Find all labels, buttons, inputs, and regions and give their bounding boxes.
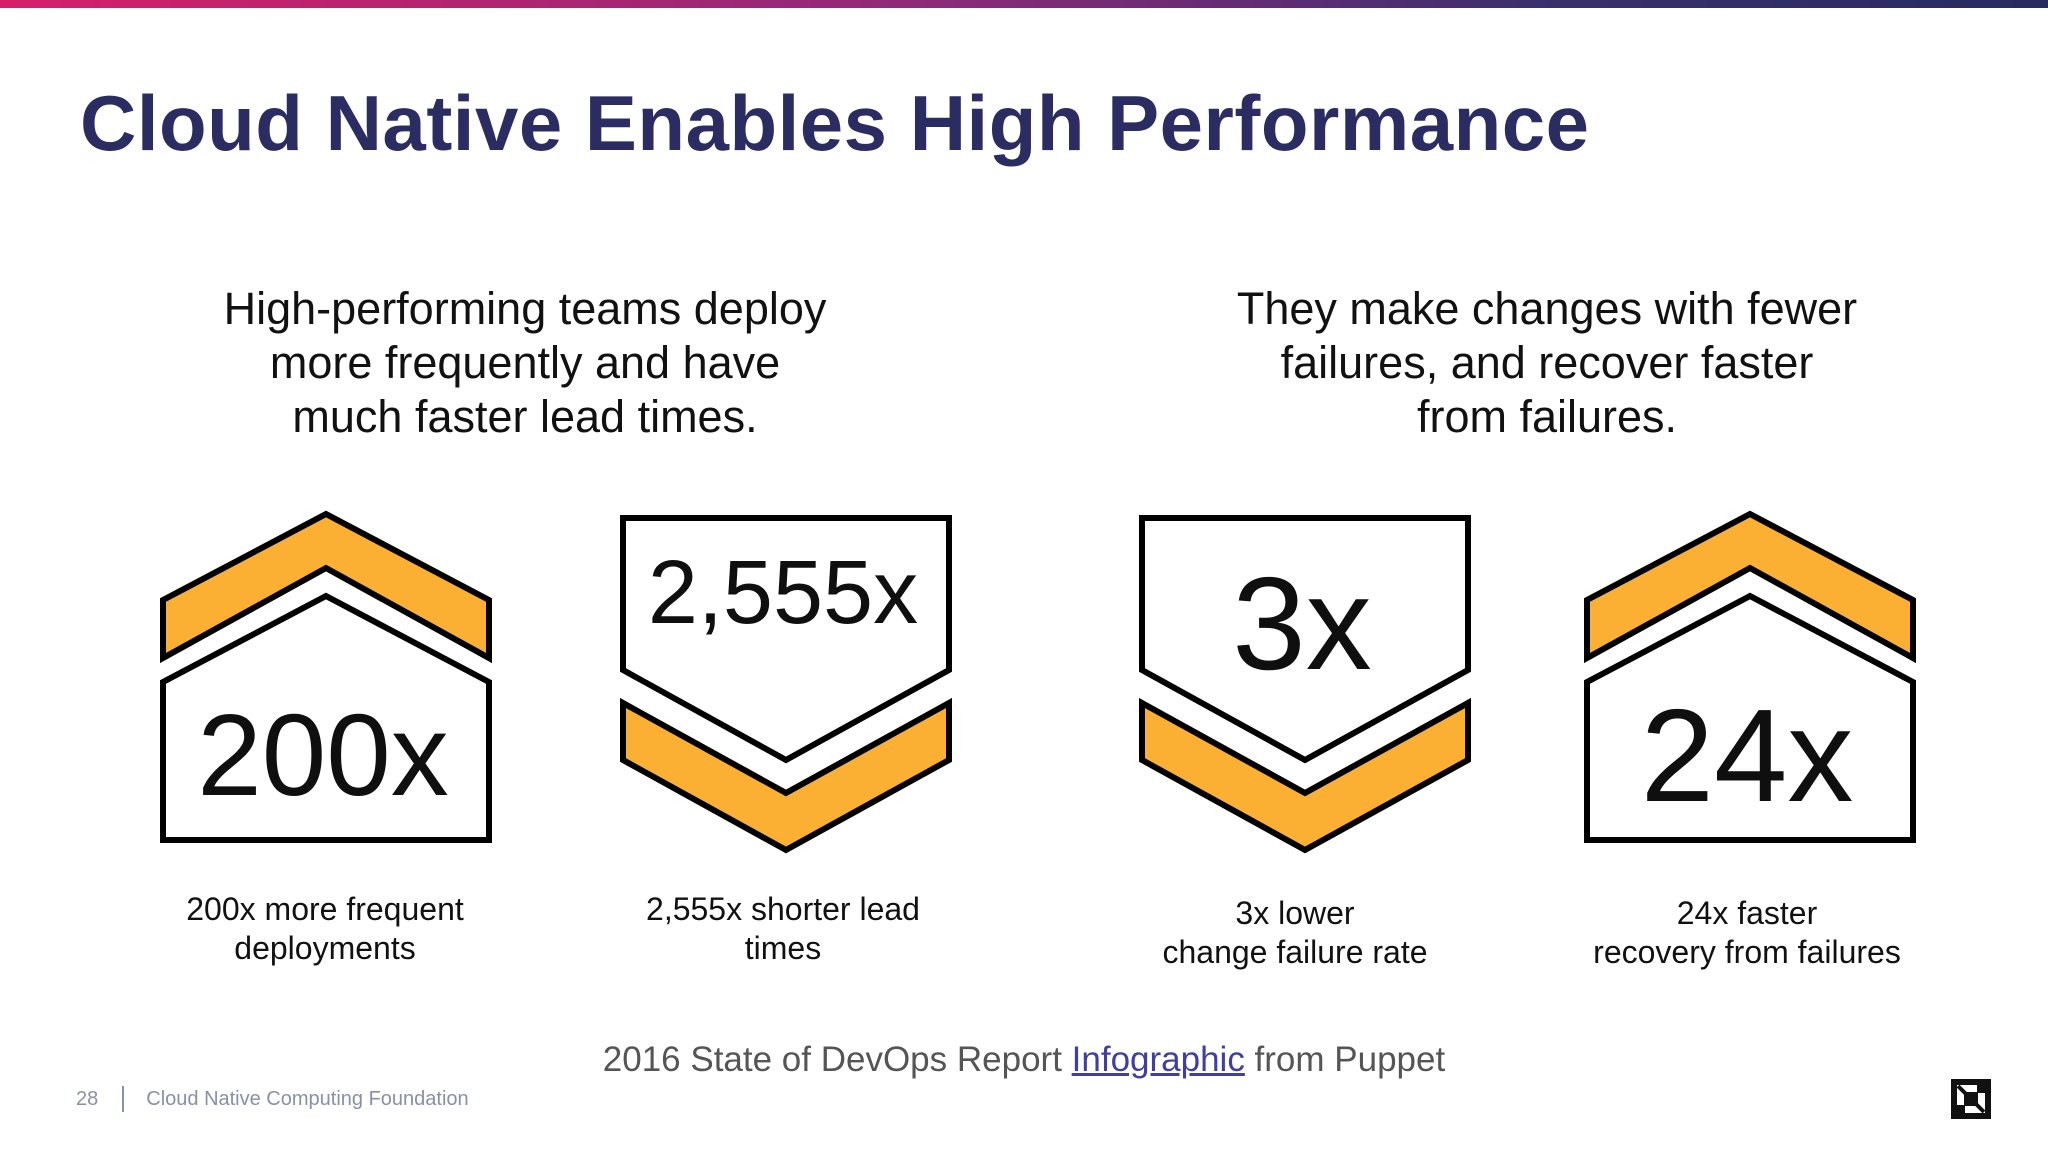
slide-footer: 28 Cloud Native Computing Foundation: [76, 1086, 469, 1112]
caption-lead-time: 2,555x shorter lead times: [563, 890, 1003, 968]
caption-line: 2,555x shorter lead: [646, 891, 920, 927]
slide-title: Cloud Native Enables High Performance: [80, 79, 1590, 167]
infographic-link[interactable]: Infographic: [1071, 1040, 1245, 1079]
caption-line: change failure rate: [1162, 934, 1428, 970]
stat-badge-deployments: [158, 510, 494, 850]
stat-value-200x: 200x: [197, 690, 449, 820]
heading-change-failures: They make changes with fewer failures, a…: [1236, 283, 1858, 442]
stat-value-3x: 3x: [1232, 550, 1372, 697]
cncf-logo-icon: [1951, 1079, 1991, 1119]
heading-deploy-frequency: High-performing teams deploy more freque…: [223, 283, 827, 442]
stat-value-2555x: 2,555x: [647, 543, 919, 643]
page-number: 28: [76, 1087, 99, 1110]
chevron-up-house-icon: [1584, 510, 1916, 843]
footer-org: Cloud Native Computing Foundation: [146, 1087, 469, 1110]
source-prefix: 2016 State of DevOps Report: [602, 1040, 1072, 1079]
source-suffix: from Puppet: [1244, 1040, 1446, 1079]
caption-recovery: 24x faster recovery from failures: [1527, 894, 1967, 972]
caption-line: times: [744, 930, 822, 966]
chevron-up-house-icon: [160, 510, 492, 843]
caption-line: 24x faster: [1676, 895, 1818, 931]
caption-line: deployments: [234, 930, 416, 966]
caption-line: 3x lower: [1235, 895, 1355, 931]
footer-divider: [122, 1086, 125, 1112]
stat-badge-lead-time: [618, 510, 954, 854]
stat-value-24x: 24x: [1640, 682, 1854, 829]
stat-badge-failure-rate: [1137, 510, 1473, 854]
caption-failure-rate: 3x lower change failure rate: [1075, 894, 1515, 972]
chevron-down-shield-icon: [1139, 515, 1471, 854]
source-citation: 2016 State of DevOps Report Infographic …: [0, 1040, 2048, 1080]
top-accent-bar: [0, 0, 2048, 8]
stat-badge-recovery: [1582, 510, 1918, 850]
caption-deployments: 200x more frequent deployments: [105, 890, 545, 968]
caption-line: 200x more frequent: [186, 891, 464, 927]
chevron-down-shield-icon: [620, 515, 952, 854]
caption-line: recovery from failures: [1593, 934, 1901, 970]
